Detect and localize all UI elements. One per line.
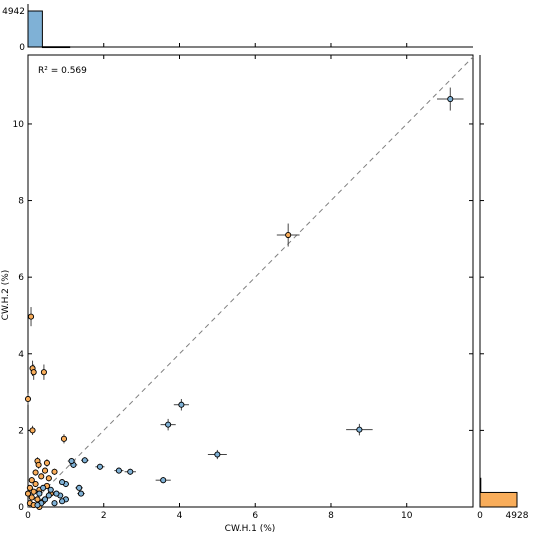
orange-data-point xyxy=(38,473,45,480)
top-histogram-max-label: 4942 xyxy=(2,7,25,17)
top-histogram-bar xyxy=(27,10,43,48)
orange-data-point xyxy=(34,496,41,503)
blue-data-point xyxy=(59,479,66,486)
blue-data-point xyxy=(68,457,75,465)
blue-data-point xyxy=(59,498,66,505)
x-tick-label: 8 xyxy=(328,511,334,521)
x-tick-label: 4 xyxy=(177,511,183,521)
orange-data-point xyxy=(28,494,35,501)
top-histogram: 4942 0 xyxy=(2,4,473,53)
blue-data-point xyxy=(53,490,60,497)
top-histogram-frame xyxy=(28,4,473,47)
x-tick-label: 0 xyxy=(25,511,31,521)
blue-data-point xyxy=(45,492,52,499)
identity-diagonal-line xyxy=(27,56,474,508)
blue-data-point xyxy=(356,426,363,433)
right-histogram-bar xyxy=(479,491,518,508)
blue-data-point xyxy=(165,421,172,428)
blue-data-point xyxy=(127,468,134,475)
right-histogram-ticks xyxy=(480,123,484,508)
orange-data-point xyxy=(35,461,42,468)
blue-data-point xyxy=(47,486,54,493)
x-axis-ticks: 0 2 4 6 8 10 xyxy=(25,55,413,521)
blue-data-point xyxy=(41,496,49,503)
blue-data-point xyxy=(115,467,122,474)
blue-data-point xyxy=(40,484,47,491)
orange-data-point xyxy=(41,467,49,474)
orange-data-point xyxy=(24,490,32,497)
top-histogram-zero-label: 0 xyxy=(19,43,25,53)
orange-data-point xyxy=(28,477,35,484)
x-tick-label: 10 xyxy=(401,511,413,521)
orange-data-point xyxy=(27,313,35,320)
blue-data-point xyxy=(51,500,58,507)
orange-data-point xyxy=(45,475,52,482)
y-tick-label: 4 xyxy=(18,350,24,360)
right-histogram: 0 4928 xyxy=(477,55,529,521)
blue-data-point xyxy=(77,490,85,497)
orange-data-point xyxy=(285,231,292,239)
orange-data-point xyxy=(30,488,37,495)
main-plot: 0 2 4 6 8 10 0 2 4 6 8 10 R² = 0.569 CW.H.1 (%) CW… xyxy=(1,54,474,534)
blue-data-point xyxy=(447,96,454,103)
blue-data-point xyxy=(178,401,185,408)
blue-data-point xyxy=(214,451,221,458)
orange-data-point xyxy=(40,369,47,376)
orange-data-point xyxy=(26,484,33,491)
orange-data-point xyxy=(32,480,39,488)
y-tick-label: 6 xyxy=(18,273,24,283)
y-tick-label: 0 xyxy=(18,503,24,513)
right-histogram-max-label: 4928 xyxy=(506,511,529,521)
y-tick-label: 8 xyxy=(18,197,24,207)
blue-data-point xyxy=(34,502,41,509)
r-squared-annotation: R² = 0.569 xyxy=(38,66,87,76)
blue-data-point xyxy=(96,463,104,470)
plot-frame xyxy=(27,54,474,508)
blue-data-point xyxy=(76,484,83,491)
blue-data-point xyxy=(81,457,88,464)
x-axis-label: CW.H.1 (%) xyxy=(225,524,276,534)
x-tick-label: 2 xyxy=(101,511,107,521)
blue-data-point xyxy=(160,477,167,484)
orange-data-point xyxy=(60,435,68,442)
y-axis-label: CW.H.2 (%) xyxy=(1,270,11,321)
top-histogram-ticks xyxy=(27,43,408,47)
right-histogram-bars xyxy=(479,477,518,508)
orange-data-point xyxy=(51,468,58,475)
right-histogram-zero-label: 0 xyxy=(477,511,483,521)
orange-data-point xyxy=(29,427,36,434)
orange-data-point xyxy=(24,395,32,403)
x-tick-label: 6 xyxy=(252,511,258,521)
blue-points xyxy=(34,96,454,509)
top-histogram-bars xyxy=(27,10,71,49)
y-tick-label: 2 xyxy=(18,426,24,436)
orange-data-point xyxy=(32,469,39,476)
y-tick-label: 10 xyxy=(13,120,25,130)
blue-data-point xyxy=(36,490,43,497)
orange-data-point xyxy=(30,369,37,376)
orange-data-point xyxy=(43,459,50,466)
y-axis-ticks: 0 2 4 6 8 10 xyxy=(13,120,473,513)
